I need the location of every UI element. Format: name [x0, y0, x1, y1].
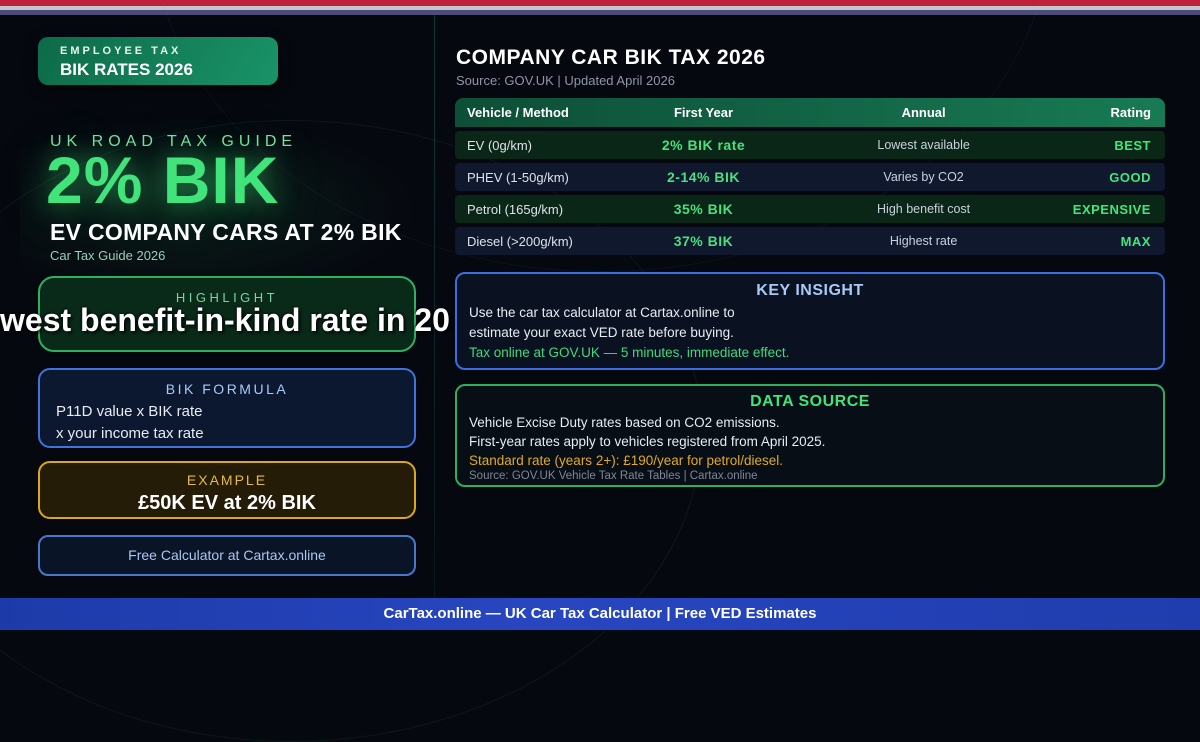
cell-rating: GOOD	[1109, 169, 1151, 185]
formula-line-1: P11D value x BIK rate	[56, 403, 203, 420]
table-section-title: COMPANY CAR BIK TAX 2026	[456, 46, 766, 69]
panel-divider	[434, 15, 435, 598]
cell-vehicle: PHEV (1-50g/km)	[467, 169, 569, 185]
table-row-petrol: Petrol (165g/km) 35% BIK High benefit co…	[455, 195, 1165, 223]
hero-tagline: Car Tax Guide 2026	[50, 248, 166, 263]
footer-link[interactable]: CarTax.online — UK Car Tax Calculator | …	[383, 605, 817, 622]
formula-label: BIK FORMULA	[165, 381, 289, 397]
cell-rating: MAX	[1120, 233, 1151, 249]
highlight-box: HIGHLIGHT	[38, 276, 416, 352]
example-box: EXAMPLE £50K EV at 2% BIK	[38, 461, 416, 519]
key-insight-line-1: Use the car tax calculator at Cartax.onl…	[469, 305, 735, 320]
data-source-credit: Source: GOV.UK Vehicle Tax Rate Tables |…	[469, 470, 758, 482]
cell-first-year: 2% BIK rate	[661, 137, 746, 153]
hero-kicker: UK ROAD TAX GUIDE	[50, 133, 298, 150]
data-source-box: DATA SOURCE Vehicle Excise Duty rates ba…	[455, 384, 1165, 487]
key-insight-line-2: estimate your exact VED rate before buyi…	[469, 325, 734, 340]
employee-tax-badge: EMPLOYEE TAX BIK RATES 2026	[38, 37, 278, 85]
cell-rating: EXPENSIVE	[1072, 201, 1151, 217]
highlight-overflow-text: west benefit-in-kind rate in 20	[0, 302, 450, 338]
key-insight-title: KEY INSIGHT	[756, 282, 864, 299]
key-insight-line-3: Tax online at GOV.UK — 5 minutes, immedi…	[469, 345, 790, 360]
cell-annual: High benefit cost	[877, 202, 971, 216]
flag-stripe-slate	[0, 10, 1200, 15]
highlight-label: HIGHLIGHT	[175, 290, 279, 305]
bik-formula-box: BIK FORMULA P11D value x BIK rate x your…	[38, 368, 416, 448]
badge-title: BIK RATES 2026	[60, 60, 193, 79]
data-source-line-2: First-year rates apply to vehicles regis…	[469, 434, 826, 449]
flag-stripe-red	[0, 0, 1200, 6]
cell-vehicle: EV (0g/km)	[467, 137, 533, 153]
cell-first-year: 2-14% BIK	[667, 169, 740, 185]
flag-stripe-gray	[0, 6, 1200, 10]
bik-tax-table: Vehicle / Method First Year Annual Ratin…	[455, 98, 1165, 259]
example-label: EXAMPLE	[186, 472, 268, 488]
data-source-line-3: Standard rate (years 2+): £190/year for …	[469, 453, 784, 468]
column-header-vehicle: Vehicle / Method	[467, 105, 569, 120]
cell-annual: Highest rate	[889, 234, 958, 248]
data-source-line-1: Vehicle Excise Duty rates based on CO2 e…	[469, 415, 780, 430]
column-header-annual: Annual	[901, 105, 946, 120]
cell-vehicle: Petrol (165g/km)	[467, 201, 564, 217]
hero-subheadline: EV COMPANY CARS AT 2% BIK	[50, 219, 402, 245]
column-header-rating: Rating	[1110, 105, 1151, 120]
cell-annual: Varies by CO2	[883, 170, 964, 184]
free-calculator-button[interactable]: Free Calculator at Cartax.online	[38, 535, 416, 576]
cell-rating: BEST	[1114, 137, 1151, 153]
cell-first-year: 37% BIK	[673, 233, 734, 249]
formula-line-2: x your income tax rate	[56, 425, 204, 442]
badge-kicker: EMPLOYEE TAX	[60, 45, 182, 57]
cell-annual: Lowest available	[877, 138, 970, 152]
table-row-diesel: Diesel (>200g/km) 37% BIK Highest rate M…	[455, 227, 1165, 255]
table-row-phev: PHEV (1-50g/km) 2-14% BIK Varies by CO2 …	[455, 163, 1165, 191]
cell-vehicle: Diesel (>200g/km)	[467, 233, 573, 249]
hero-headline: 2% BIK	[46, 143, 280, 217]
key-insight-box: KEY INSIGHT Use the car tax calculator a…	[455, 272, 1165, 370]
column-header-first-year: First Year	[673, 105, 734, 120]
footer-bar: CarTax.online — UK Car Tax Calculator | …	[0, 598, 1200, 630]
example-value: £50K EV at 2% BIK	[138, 492, 316, 514]
table-header-row: Vehicle / Method First Year Annual Ratin…	[455, 98, 1165, 127]
table-row-ev: EV (0g/km) 2% BIK rate Lowest available …	[455, 131, 1165, 159]
table-section-source: Source: GOV.UK | Updated April 2026	[456, 73, 675, 88]
data-source-title: DATA SOURCE	[750, 393, 870, 410]
cell-first-year: 35% BIK	[673, 201, 734, 217]
